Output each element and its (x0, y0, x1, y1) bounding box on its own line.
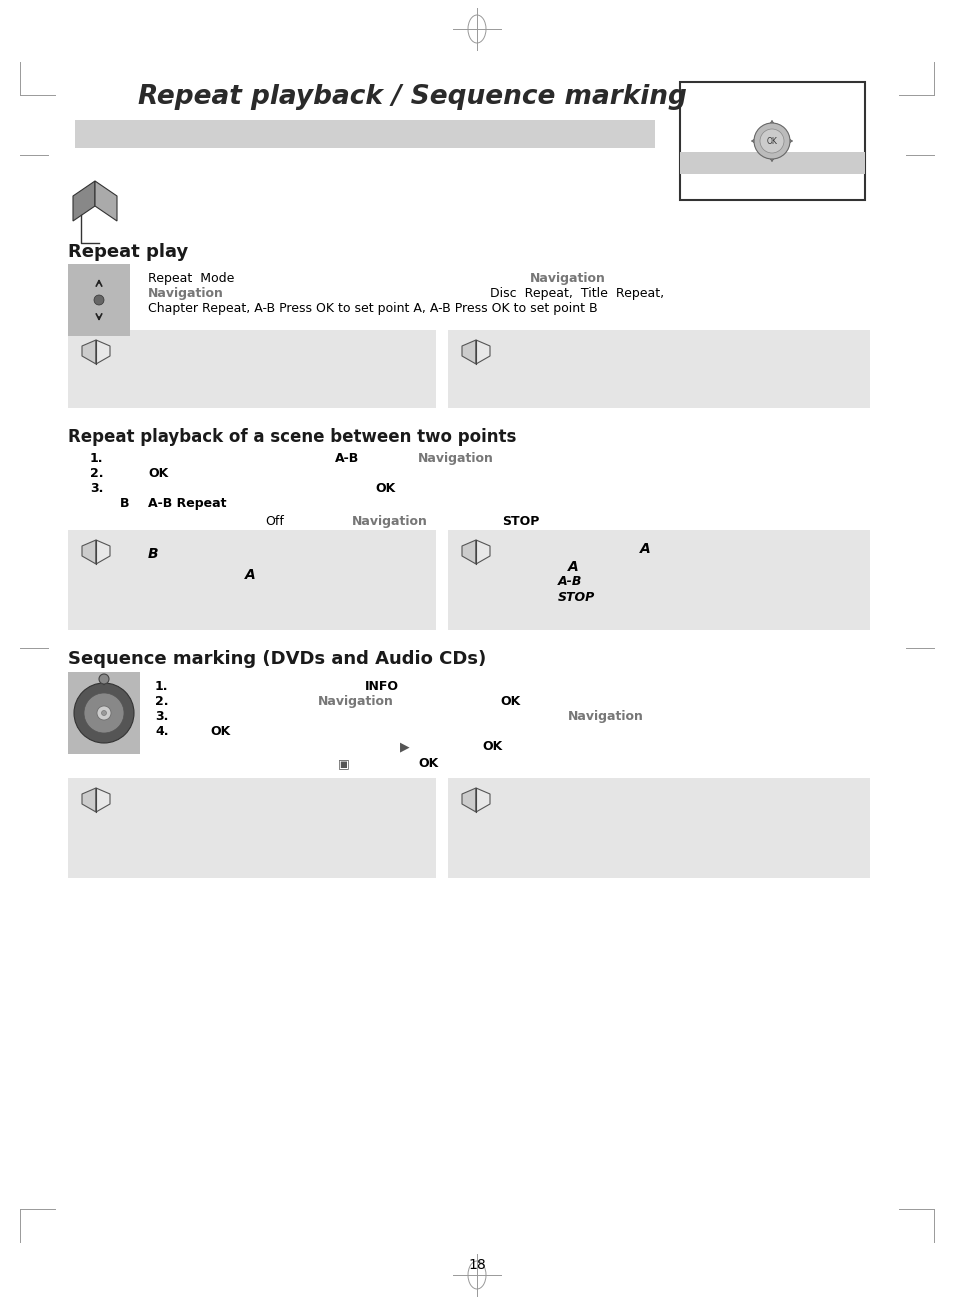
Circle shape (753, 123, 789, 159)
Text: Navigation: Navigation (352, 515, 428, 528)
Text: ▣: ▣ (337, 758, 350, 769)
Circle shape (97, 705, 111, 720)
Text: Navigation: Navigation (567, 709, 643, 722)
Bar (68, 529, 436, 630)
Polygon shape (82, 788, 96, 812)
Text: OK: OK (375, 482, 395, 496)
Text: A: A (639, 542, 650, 556)
Polygon shape (95, 181, 117, 220)
Text: A-B: A-B (335, 452, 359, 466)
Bar (68, 263, 130, 336)
FancyArrowPatch shape (762, 143, 780, 162)
Polygon shape (461, 340, 476, 364)
Text: 18: 18 (468, 1258, 485, 1271)
Circle shape (74, 683, 133, 743)
Polygon shape (96, 540, 110, 565)
Polygon shape (100, 679, 108, 685)
Circle shape (94, 295, 104, 305)
Text: B: B (148, 546, 158, 561)
Text: OK: OK (417, 758, 437, 769)
Text: Repeat playback / Sequence marking: Repeat playback / Sequence marking (138, 83, 686, 110)
Circle shape (84, 692, 124, 733)
Polygon shape (461, 540, 476, 565)
FancyArrowPatch shape (762, 120, 780, 138)
Text: 1.: 1. (90, 452, 103, 466)
Text: OK: OK (210, 725, 230, 738)
Polygon shape (461, 788, 476, 812)
FancyArrowPatch shape (774, 133, 792, 150)
Polygon shape (82, 540, 96, 565)
Bar (679, 153, 864, 173)
Text: ▶: ▶ (399, 739, 409, 752)
Text: OK: OK (481, 739, 501, 752)
Text: OK: OK (499, 695, 519, 708)
Text: INFO: INFO (365, 679, 398, 692)
Text: 1.: 1. (154, 679, 169, 692)
Polygon shape (96, 788, 110, 812)
Text: OK: OK (766, 137, 777, 146)
Circle shape (99, 674, 109, 685)
Bar (68, 778, 436, 878)
Text: Navigation: Navigation (148, 287, 224, 300)
FancyArrowPatch shape (751, 133, 768, 150)
Text: Navigation: Navigation (317, 695, 394, 708)
Polygon shape (476, 540, 490, 565)
Text: 2.: 2. (154, 695, 169, 708)
Text: 3.: 3. (90, 482, 103, 496)
Text: A: A (567, 559, 578, 574)
Text: A: A (245, 569, 255, 582)
Text: 3.: 3. (154, 709, 168, 722)
Circle shape (760, 129, 783, 153)
Bar (68, 672, 140, 754)
Text: Off: Off (265, 515, 284, 528)
Polygon shape (476, 788, 490, 812)
Text: Chapter Repeat, A-B Press OK to set point A, A-B Press OK to set point B: Chapter Repeat, A-B Press OK to set poin… (148, 303, 597, 316)
Polygon shape (73, 181, 95, 220)
Bar (68, 330, 436, 408)
Text: A-B: A-B (558, 575, 581, 588)
Bar (448, 529, 869, 630)
Bar (679, 82, 864, 200)
Text: Repeat  Mode: Repeat Mode (148, 273, 234, 286)
Text: 2.: 2. (90, 467, 103, 480)
Text: STOP: STOP (501, 515, 538, 528)
Text: STOP: STOP (558, 591, 595, 604)
Circle shape (101, 711, 107, 716)
Text: B: B (120, 497, 130, 510)
Text: Repeat play: Repeat play (68, 243, 188, 261)
Polygon shape (476, 340, 490, 364)
Text: A-B Repeat: A-B Repeat (148, 497, 226, 510)
Text: Sequence marking (DVDs and Audio CDs): Sequence marking (DVDs and Audio CDs) (68, 649, 486, 668)
Polygon shape (96, 340, 110, 364)
Text: Disc  Repeat,  Title  Repeat,: Disc Repeat, Title Repeat, (490, 287, 663, 300)
Text: OK: OK (148, 467, 168, 480)
Bar (448, 330, 869, 408)
Bar (75, 120, 655, 147)
Bar (448, 778, 869, 878)
Text: 4.: 4. (154, 725, 169, 738)
Polygon shape (82, 340, 96, 364)
Text: Repeat playback of a scene between two points: Repeat playback of a scene between two p… (68, 428, 516, 446)
Text: Navigation: Navigation (530, 273, 605, 286)
Text: Navigation: Navigation (417, 452, 494, 466)
